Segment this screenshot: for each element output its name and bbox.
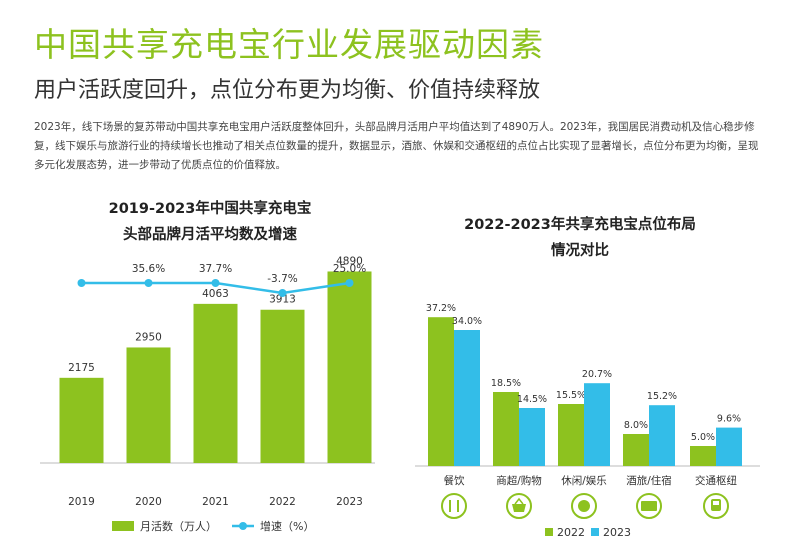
chart2-bar-2022 [493,392,519,466]
chart1-x-tick-label: 2020 [135,496,162,508]
chart1-legend-line-label: 增速（%） [260,519,314,533]
chart2-bar-label: 34.0% [452,316,482,327]
chart2-x-tick-label: 交通枢纽 [695,474,737,487]
chart2-bar-label: 15.2% [647,391,677,402]
chart1-legend-bar-label: 月活数（万人） [140,520,217,533]
chart2-bar-2022 [623,434,649,466]
body-paragraph: 2023年，线下场景的复苏带动中国共享充电宝用户活跃度整体回升，头部品牌月活用户… [34,121,759,171]
chart1-title-line2: 头部品牌月活平均数及增速 [123,227,297,243]
chart1-legend-line-marker [239,522,247,530]
theater-icon [571,493,597,519]
chart2-x-tick-label: 商超/购物 [496,474,542,487]
chart1-bar [193,303,238,463]
page-subtitle: 用户活跃度回升，点位分布更为均衡、价值持续释放 [34,78,541,103]
chart2-bar-label: 37.2% [426,303,456,314]
chart2-bar-2022 [558,404,584,466]
chart2-bar-label: 15.5% [556,390,586,401]
chart1-x-tick-label: 2023 [336,496,363,508]
chart2-legend-2022-label: 2022 [557,526,585,539]
chart2-bar-label: 18.5% [491,378,521,389]
chart2-x-tick-label: 休闲/娱乐 [561,474,607,487]
chart2-bar-label: 14.5% [517,394,547,405]
chart2-bar-2023 [716,427,742,466]
chart1-title-line1: 2019-2023年中国共享充电宝 [108,201,312,217]
chart1-bar-label: 4063 [202,288,229,300]
chart2-legend-2022-swatch [545,528,553,536]
chart2-bar-2023 [584,383,610,466]
chart1-x-tick-label: 2021 [202,496,229,508]
chart2-bar-2022 [428,317,454,466]
chart1-growth-label: -3.7% [267,273,297,285]
chart2-x-tick-label: 餐饮 [444,474,465,487]
chart1-x-tick-label: 2022 [269,496,296,508]
chart1-bar [126,347,171,463]
chart1-bar-label: 2175 [68,362,95,374]
chart2-location-distribution: 37.2% 34.0% 餐饮 18.5% 14.5% 商超/购物 15.5% 20.7% 休闲/… [415,303,760,539]
chart2-x-tick-label: 酒旅/住宿 [626,474,672,487]
icon-hotel-sign [641,501,657,511]
utensils-icon [441,493,467,519]
chart1-bar [59,377,104,463]
chart1-bar [260,309,305,463]
chart1-bar-label: 3913 [269,294,296,306]
chart1-title: 2019-2023年中国共享充电宝 头部品牌月活平均数及增速 [60,196,360,248]
chart1-x-tick-label: 2019 [68,496,95,508]
chart2-legend-2023-label: 2023 [603,526,631,539]
chart1-growth-point [211,279,220,287]
chart2-bar-2023 [519,408,545,466]
chart2-title: 2022-2023年共享充电宝点位布局 情况对比 [430,212,730,264]
chart1-growth-label: 35.6% [132,263,165,275]
hotel-icon [636,493,662,519]
icon-train-window [713,501,719,505]
chart1-growth-point [77,279,86,287]
chart2-title-line2: 情况对比 [551,243,609,259]
basket-icon [506,493,532,519]
chart1-growth-point [345,279,354,287]
icon-mask [578,500,590,512]
chart1-monthly-active-users: 2175 2019 2950 2020 4063 2021 3913 2022 4890 2023… [40,255,375,533]
icon-basket-body [512,504,526,512]
chart2-bar-label: 5.0% [691,432,715,443]
page-title: 中国共享充电宝行业发展驱动因素 [34,25,544,64]
icon-ring [441,493,467,519]
chart2-bar-label: 20.7% [582,369,612,380]
chart1-growth-label: 25.0% [333,263,366,275]
chart1-bar [327,271,372,463]
chart2-bar-2023 [649,405,675,466]
train-icon [703,493,729,519]
chart2-title-line1: 2022-2023年共享充电宝点位布局 [464,217,696,233]
chart2-legend-2023-swatch [591,528,599,536]
chart1-legend-bar-swatch [112,521,134,531]
chart2-bar-label: 9.6% [717,414,741,425]
chart2-bar-label: 8.0% [624,420,648,431]
chart2-bar-2022 [690,446,716,466]
icon-basket-handle [514,497,524,505]
chart1-growth-point [144,279,153,287]
chart2-bar-2023 [454,330,480,466]
chart1-bar-label: 4890 [336,255,363,267]
chart1-bar-label: 2950 [135,331,162,343]
chart1-growth-point [278,289,287,297]
chart1-growth-label: 37.7% [199,263,232,275]
